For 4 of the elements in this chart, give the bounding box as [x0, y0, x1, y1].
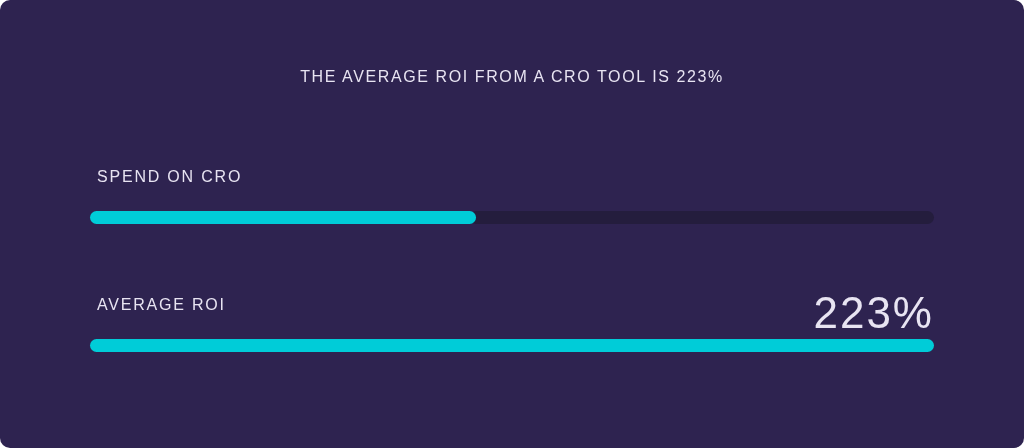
y-tick-label: SPEND ON CRO — [97, 167, 243, 185]
y-tick-label: AVERAGE ROI — [97, 295, 226, 313]
data-label: 223% — [813, 287, 934, 337]
chart-title: THE AVERAGE ROI FROM A CRO TOOL IS 223% — [300, 68, 724, 85]
